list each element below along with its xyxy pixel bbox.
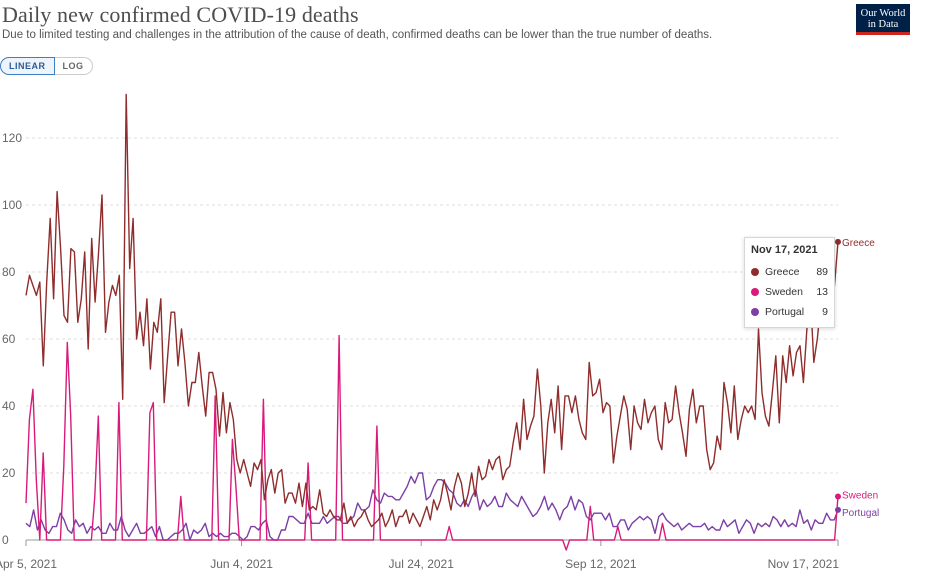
end-label-greece: Greece [842, 238, 875, 249]
y-tick-label: 120 [2, 131, 22, 145]
log-scale-button[interactable]: LOG [54, 57, 93, 75]
series-lines [25, 93, 839, 551]
x-tick-label: Apr 5, 2021 [0, 557, 57, 571]
x-tick-label: Jul 24, 2021 [389, 557, 455, 571]
tooltip-value: 9 [822, 306, 828, 318]
end-label-sweden: Sweden [842, 490, 878, 501]
series-end-labels: Portugal Sweden Greece [835, 238, 879, 519]
endpoint-greece [835, 238, 841, 245]
series-line-greece[interactable] [25, 93, 839, 528]
y-tick-label: 100 [2, 198, 22, 212]
y-tick-label: 20 [2, 466, 16, 480]
tooltip-row-sweden: Sweden 13 [751, 282, 828, 302]
logo-line-2: in Data [867, 19, 899, 30]
end-label-portugal: Portugal [842, 508, 879, 519]
endpoint-portugal [835, 506, 841, 513]
y-tick-label: 80 [2, 265, 16, 279]
logo-line-1: Our World [860, 8, 906, 19]
chart-title: Daily new confirmed COVID-19 deaths [2, 2, 359, 27]
series-line-portugal[interactable] [25, 472, 839, 541]
owid-logo[interactable]: Our World in Data [856, 4, 910, 35]
tooltip-value: 89 [816, 266, 828, 278]
greece-dot-icon [751, 268, 759, 276]
x-axis: Apr 5, 2021 Jun 4, 2021 Jul 24, 2021 Sep 12… [0, 540, 839, 571]
y-tick-label: 40 [2, 399, 16, 413]
y-tick-label: 60 [2, 332, 16, 346]
tooltip-value: 13 [816, 286, 828, 298]
scale-toggle-group: LINEAR LOG [0, 57, 93, 75]
tooltip-name: Sweden [765, 286, 803, 298]
endpoint-sweden [835, 493, 841, 500]
tooltip-row-portugal: Portugal 9 [751, 302, 828, 322]
tooltip-name: Portugal [765, 306, 805, 318]
tooltip-row-greece: Greece 89 [751, 262, 828, 282]
x-tick-label: Jun 4, 2021 [210, 557, 273, 571]
tooltip-date: Nov 17, 2021 [751, 244, 818, 256]
chart-subtitle: Due to limited testing and challenges in… [2, 29, 713, 41]
hover-tooltip: Nov 17, 2021 Greece 89 Sweden 13 Portuga… [744, 237, 835, 328]
sweden-dot-icon [751, 288, 759, 296]
y-axis: 0 20 40 60 80 100 120 [2, 131, 22, 547]
linear-scale-button[interactable]: LINEAR [0, 57, 55, 75]
tooltip-name: Greece [765, 266, 800, 278]
x-tick-label: Nov 17, 2021 [768, 557, 840, 571]
x-tick-label: Sep 12, 2021 [565, 557, 637, 571]
y-tick-label: 0 [2, 533, 9, 547]
series-line-sweden[interactable] [25, 334, 839, 551]
portugal-dot-icon [751, 308, 759, 316]
